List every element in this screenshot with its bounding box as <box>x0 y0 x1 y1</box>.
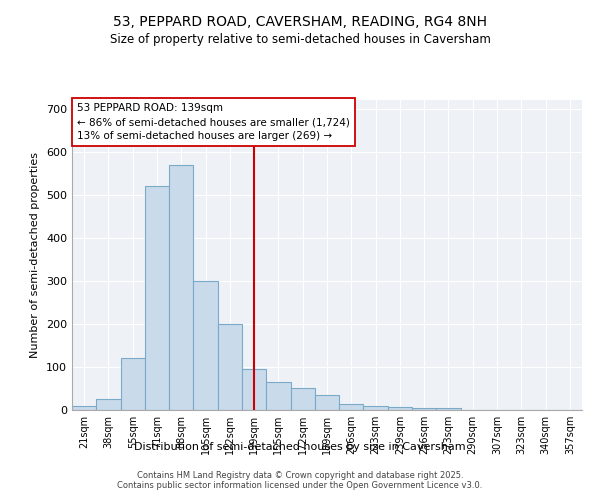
Bar <box>388 406 412 410</box>
Bar <box>72 406 96 410</box>
Bar <box>290 388 315 410</box>
Text: 53, PEPPARD ROAD, CAVERSHAM, READING, RG4 8NH: 53, PEPPARD ROAD, CAVERSHAM, READING, RG… <box>113 15 487 29</box>
Text: Distribution of semi-detached houses by size in Caversham: Distribution of semi-detached houses by … <box>134 442 466 452</box>
Bar <box>218 324 242 410</box>
Text: 53 PEPPARD ROAD: 139sqm
← 86% of semi-detached houses are smaller (1,724)
13% of: 53 PEPPARD ROAD: 139sqm ← 86% of semi-de… <box>77 103 350 141</box>
Bar <box>339 404 364 410</box>
Bar <box>315 395 339 410</box>
Bar <box>169 164 193 410</box>
Bar <box>436 408 461 410</box>
Bar <box>364 406 388 410</box>
Text: Contains HM Land Registry data © Crown copyright and database right 2025.
Contai: Contains HM Land Registry data © Crown c… <box>118 470 482 490</box>
Bar <box>96 399 121 410</box>
Bar <box>145 186 169 410</box>
Bar <box>121 358 145 410</box>
Y-axis label: Number of semi-detached properties: Number of semi-detached properties <box>31 152 40 358</box>
Bar <box>412 408 436 410</box>
Bar <box>193 281 218 410</box>
Bar <box>266 382 290 410</box>
Text: Size of property relative to semi-detached houses in Caversham: Size of property relative to semi-detach… <box>110 32 490 46</box>
Bar <box>242 369 266 410</box>
